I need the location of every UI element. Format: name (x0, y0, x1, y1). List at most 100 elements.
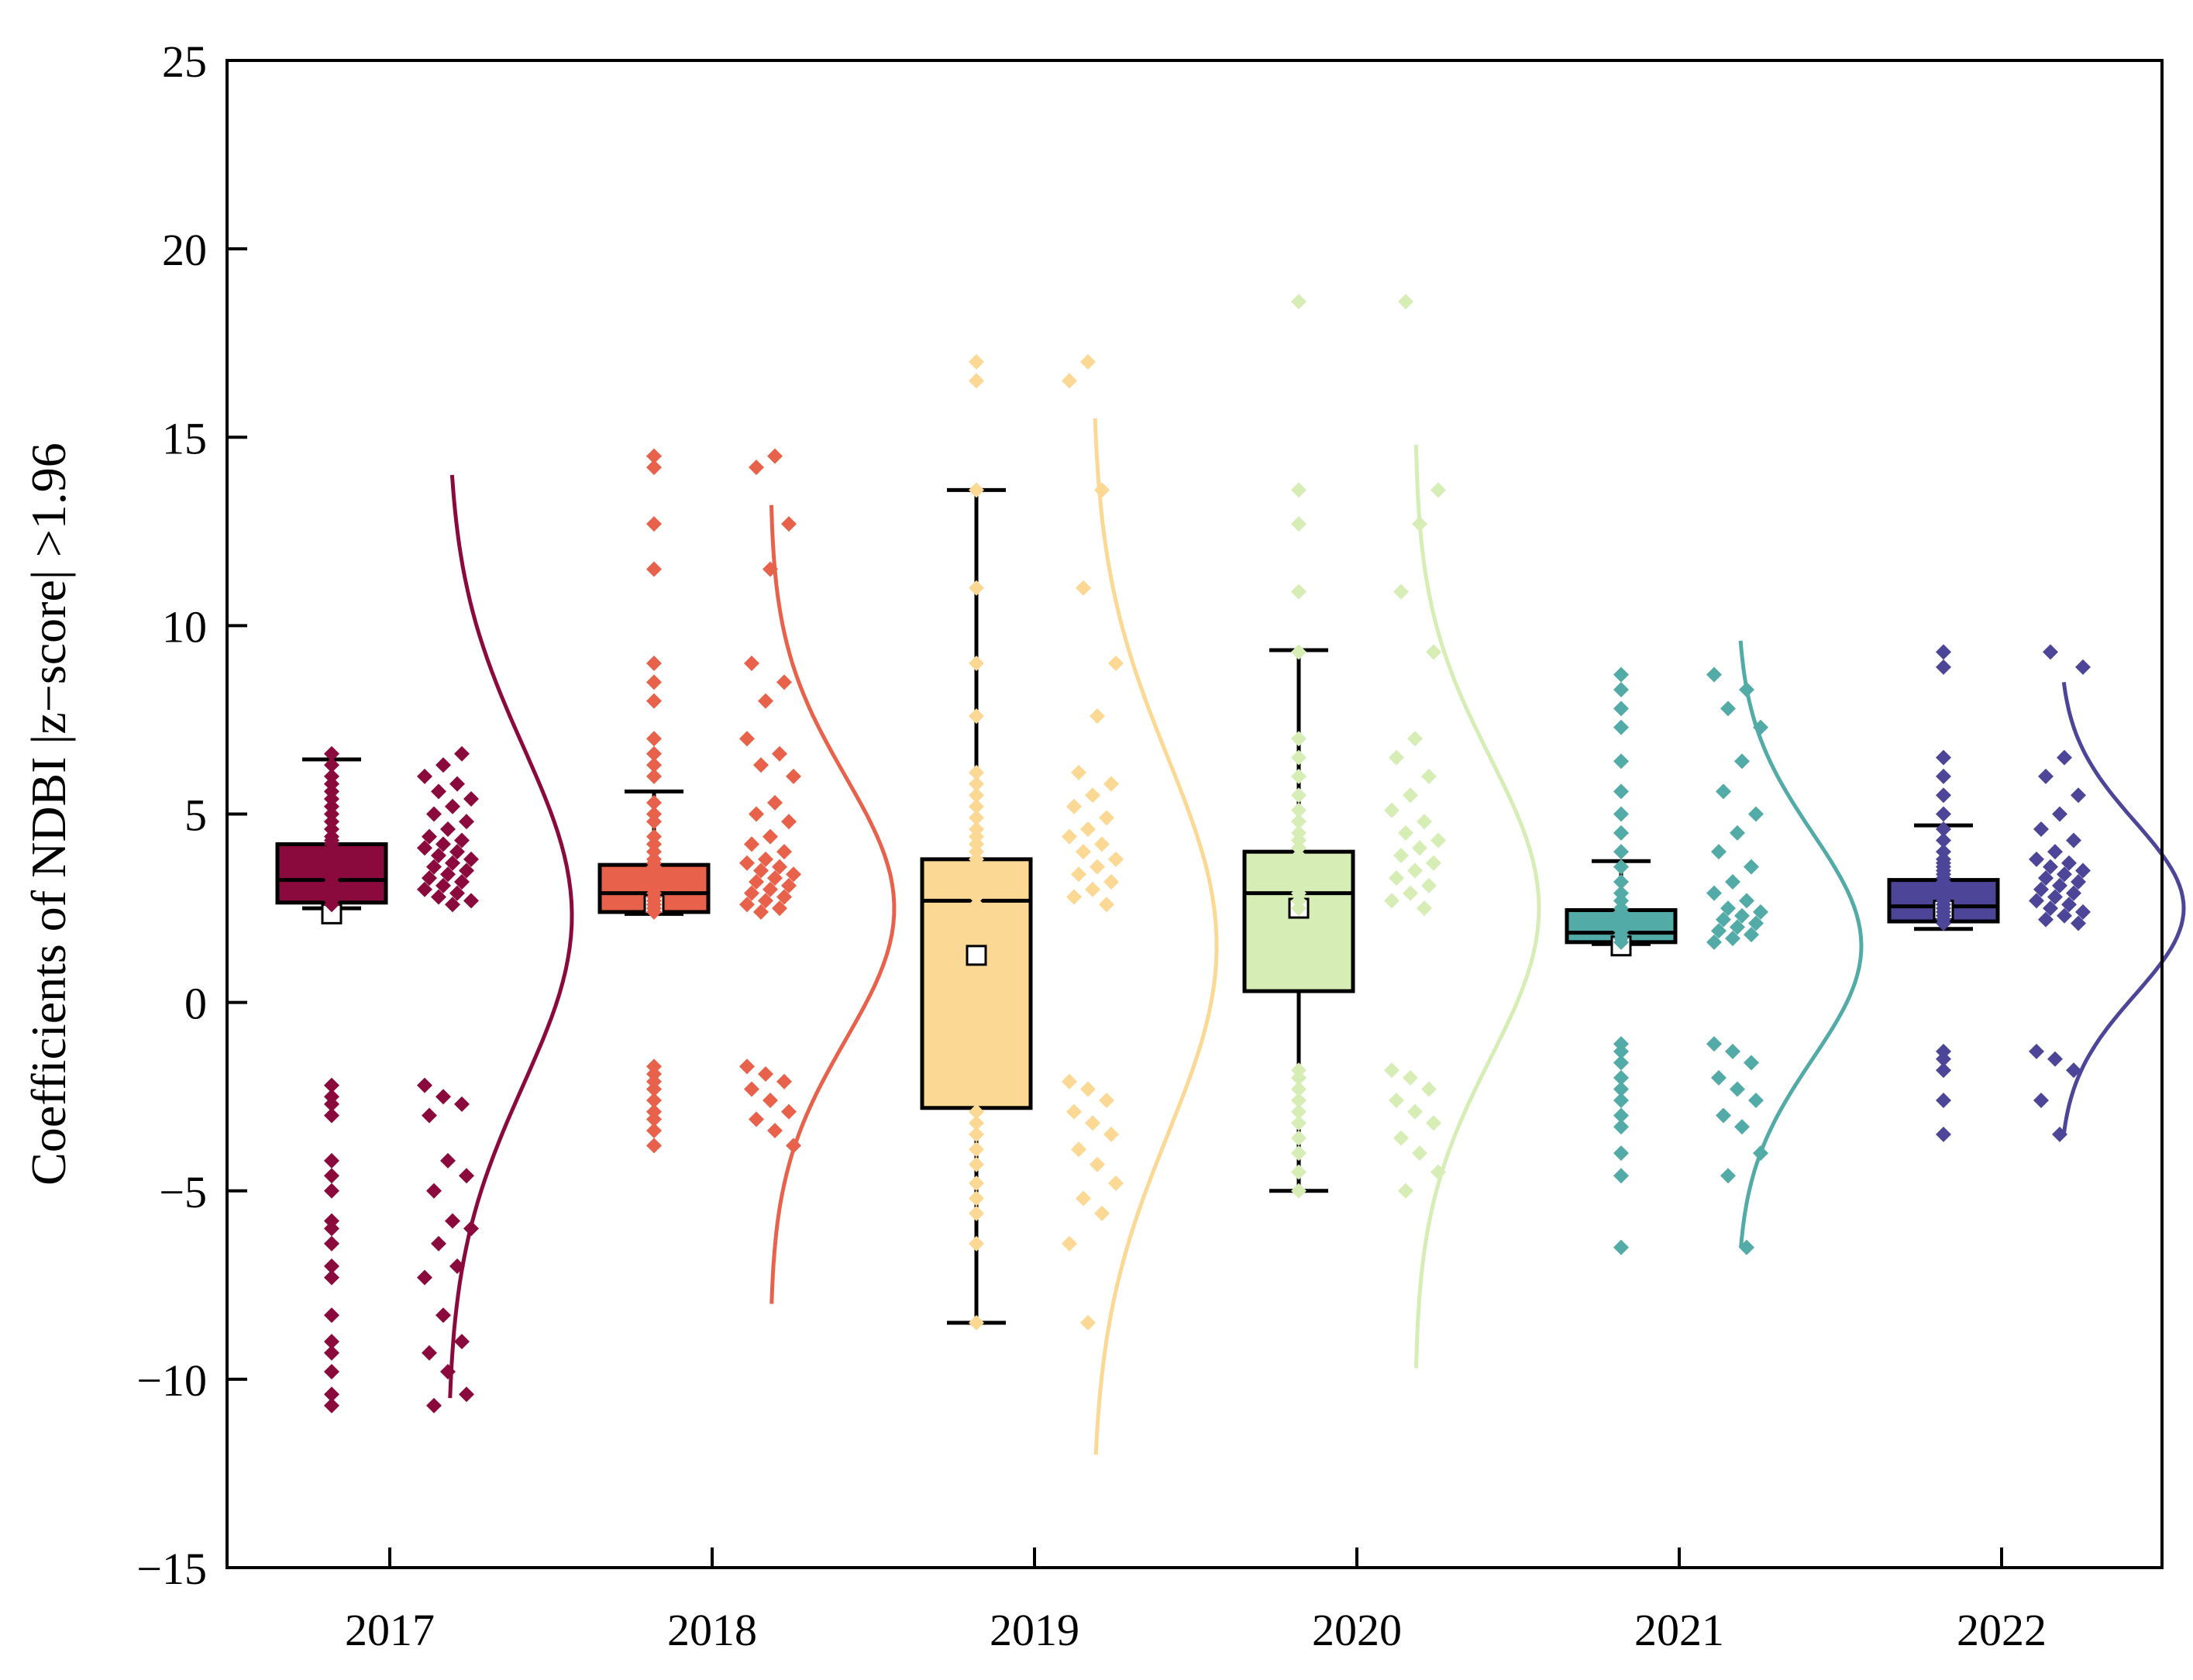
data-point (422, 828, 437, 845)
data-point (749, 1111, 764, 1127)
data-point (324, 1344, 339, 1361)
plot-frame (225, 59, 2164, 1569)
data-point (2071, 874, 2086, 890)
data-point (1080, 1081, 1096, 1097)
data-point (1403, 787, 1418, 804)
data-point (1417, 900, 1432, 917)
data-point (324, 1183, 339, 1199)
data-point (2057, 907, 2072, 924)
data-point (969, 1156, 984, 1172)
data-point (969, 1176, 984, 1192)
data-point (772, 859, 787, 875)
data-point (646, 448, 662, 464)
data-point (1613, 719, 1629, 735)
data-point (646, 745, 662, 762)
data-point (1108, 656, 1124, 671)
data-point (1403, 885, 1418, 901)
data-point (1613, 1069, 1629, 1086)
data-point (767, 1122, 783, 1138)
data-point (1090, 1156, 1105, 1172)
data-point (1706, 885, 1722, 901)
data-point (463, 791, 479, 807)
data-point (749, 460, 764, 476)
data-point (324, 1152, 339, 1169)
data-point (1421, 768, 1437, 784)
x-tick-label: 2022 (1957, 1605, 2047, 1655)
data-point (436, 877, 451, 893)
data-point (1430, 482, 1446, 498)
data-point (1734, 907, 1750, 924)
data-point (2052, 806, 2067, 822)
distribution-curve (769, 504, 897, 1304)
data-point (1393, 584, 1409, 600)
data-point (969, 373, 984, 389)
distribution-curve (1738, 640, 1864, 1248)
data-point (969, 1103, 984, 1120)
data-point (1062, 828, 1077, 845)
data-point (431, 1235, 446, 1251)
data-point (1720, 701, 1736, 717)
data-point (1066, 798, 1082, 814)
data-point (646, 656, 662, 671)
data-point (1393, 1130, 1409, 1146)
data-point (1398, 294, 1413, 310)
data-point (1936, 1093, 1951, 1109)
data-point (324, 1096, 339, 1112)
data-point (1426, 1115, 1441, 1131)
data-point (2038, 911, 2054, 928)
data-point (1090, 708, 1105, 725)
data-point (763, 881, 778, 897)
data-point (969, 1205, 984, 1221)
data-point (1730, 1081, 1745, 1097)
x-tick-label: 2017 (345, 1605, 435, 1655)
data-point (1291, 749, 1307, 766)
data-point (1103, 1126, 1119, 1142)
data-point (969, 787, 984, 804)
data-point (1734, 753, 1750, 769)
data-point (440, 866, 456, 883)
series-2018 (597, 448, 897, 1304)
data-point (1076, 1190, 1091, 1207)
data-point (1613, 874, 1629, 890)
data-point (772, 745, 787, 762)
data-point (417, 840, 432, 856)
data-point (1291, 1145, 1307, 1162)
data-point (1085, 787, 1100, 804)
data-point (646, 806, 662, 822)
data-point (646, 693, 662, 709)
distribution-curve (448, 474, 574, 1399)
data-point (2075, 659, 2091, 675)
x-tick-label: 2019 (990, 1605, 1079, 1655)
data-point (431, 783, 446, 800)
data-point (2033, 1093, 2049, 1109)
data-point (1613, 1119, 1629, 1135)
data-point (739, 897, 755, 913)
data-point (454, 1096, 470, 1112)
data-point (324, 1386, 339, 1403)
data-point (1421, 1081, 1437, 1097)
data-point (781, 877, 797, 893)
data-point (767, 870, 783, 886)
series-2021 (1565, 640, 1864, 1255)
data-point (1062, 1235, 1077, 1251)
data-point (1613, 1168, 1629, 1184)
data-point (646, 828, 662, 845)
data-point (436, 1089, 451, 1105)
data-point (324, 1107, 339, 1124)
data-point (1753, 904, 1768, 920)
data-point (753, 757, 769, 773)
distribution-curve (1413, 444, 1541, 1368)
data-point (1936, 806, 1951, 822)
data-point (1613, 825, 1629, 841)
data-point (2047, 844, 2063, 860)
data-point (426, 1397, 442, 1413)
data-point (2061, 897, 2077, 913)
data-point (1291, 1069, 1307, 1086)
data-point (1706, 1036, 1722, 1052)
data-point (1936, 644, 1951, 660)
data-point (646, 757, 662, 773)
data-point (1430, 832, 1446, 849)
data-point (445, 1213, 460, 1229)
data-point (646, 1081, 662, 1097)
